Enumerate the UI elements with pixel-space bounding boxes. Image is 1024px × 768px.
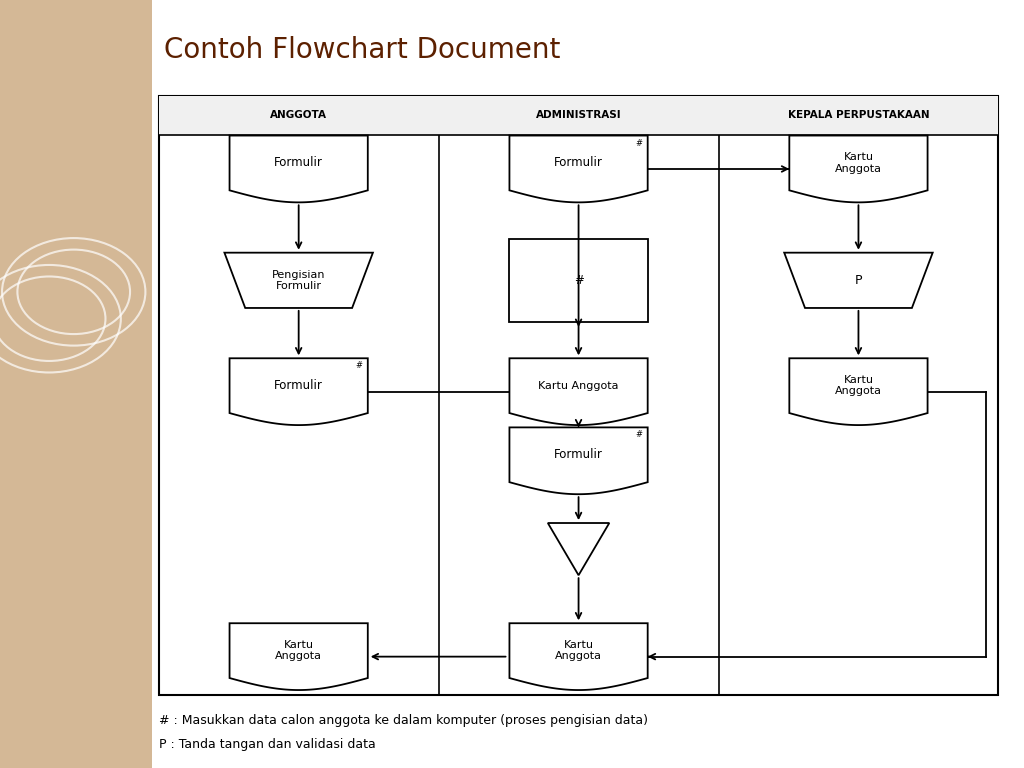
Text: #: # xyxy=(355,362,362,370)
Text: KEPALA PERPUSTAKAAN: KEPALA PERPUSTAKAAN xyxy=(787,111,929,121)
Text: Contoh Flowchart Document: Contoh Flowchart Document xyxy=(164,36,560,64)
Text: ANGGOTA: ANGGOTA xyxy=(270,111,327,121)
Polygon shape xyxy=(790,136,928,202)
Text: ADMINISTRASI: ADMINISTRASI xyxy=(536,111,622,121)
Polygon shape xyxy=(509,427,647,494)
Text: Kartu
Anggota: Kartu Anggota xyxy=(555,640,602,661)
Polygon shape xyxy=(229,359,368,425)
Text: Formulir: Formulir xyxy=(274,157,324,170)
Text: # : Masukkan data calon anggota ke dalam komputer (proses pengisian data): # : Masukkan data calon anggota ke dalam… xyxy=(159,714,648,727)
Text: Formulir: Formulir xyxy=(554,157,603,170)
Polygon shape xyxy=(509,359,647,425)
Text: #: # xyxy=(636,139,643,147)
Text: Formulir: Formulir xyxy=(274,379,324,392)
Text: P : Tanda tangan dan validasi data: P : Tanda tangan dan validasi data xyxy=(159,739,376,751)
Polygon shape xyxy=(790,359,928,425)
Polygon shape xyxy=(509,136,647,202)
Bar xyxy=(0,0,152,768)
Text: #: # xyxy=(573,274,584,286)
Polygon shape xyxy=(509,624,647,690)
Polygon shape xyxy=(229,624,368,690)
Bar xyxy=(509,239,647,322)
Text: Pengisian
Formulir: Pengisian Formulir xyxy=(272,270,326,291)
Polygon shape xyxy=(224,253,373,308)
Bar xyxy=(159,96,998,695)
Polygon shape xyxy=(548,523,609,575)
Bar xyxy=(159,96,998,135)
Text: Kartu
Anggota: Kartu Anggota xyxy=(275,640,323,661)
Text: P: P xyxy=(855,274,862,286)
Polygon shape xyxy=(784,253,933,308)
Text: Kartu Anggota: Kartu Anggota xyxy=(539,381,618,391)
Text: Kartu
Anggota: Kartu Anggota xyxy=(835,152,882,174)
Text: #: # xyxy=(636,430,643,439)
Text: Kartu
Anggota: Kartu Anggota xyxy=(835,375,882,396)
Polygon shape xyxy=(229,136,368,202)
Text: Formulir: Formulir xyxy=(554,449,603,462)
